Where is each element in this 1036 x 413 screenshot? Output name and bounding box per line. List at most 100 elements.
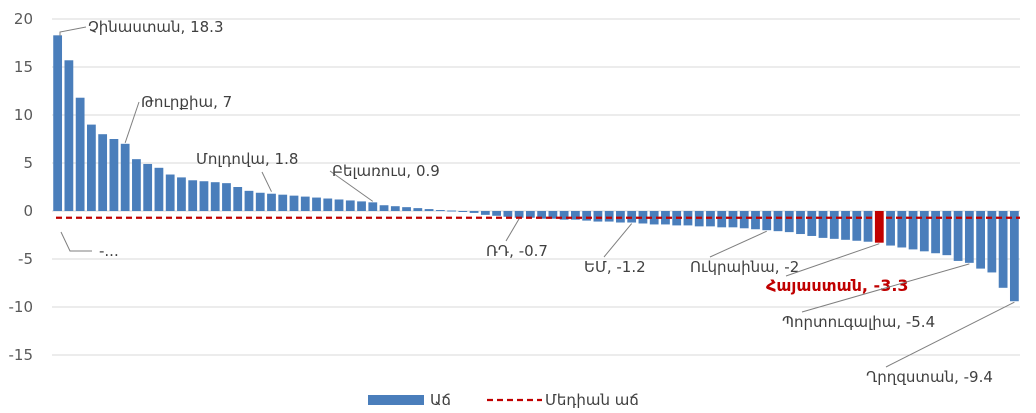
legend: Աճ Մեդիան աճ [368, 391, 639, 409]
bar [413, 208, 423, 211]
bar [593, 211, 603, 222]
bar [976, 211, 985, 269]
annotation-label: ԵՄ, -1.2 [584, 258, 646, 276]
bar [300, 196, 310, 211]
bar [75, 97, 85, 211]
annotation-label-highlight: Հայաստան, -3.3 [766, 276, 909, 295]
bar [964, 211, 974, 263]
bar [582, 211, 592, 221]
annotation-label: Բելառուս, 0.9 [332, 162, 440, 180]
bar [435, 210, 445, 212]
bar [717, 211, 727, 228]
bar [165, 174, 175, 211]
bar [762, 211, 772, 231]
annotation-leader-line [261, 171, 272, 192]
bar [852, 211, 862, 241]
bar [1009, 211, 1019, 302]
legend-label: Աճ [430, 391, 451, 409]
bar [841, 211, 850, 240]
bar [143, 163, 153, 211]
bar [784, 211, 794, 233]
bar [480, 211, 490, 215]
bar [267, 193, 276, 211]
bar [154, 167, 164, 211]
bar [87, 124, 96, 211]
bar [390, 206, 400, 211]
bar [357, 201, 366, 211]
annotation-label: ՌԴ, -0.7 [486, 242, 548, 260]
bar [98, 134, 108, 211]
annotation-label: Պորտուգալիա, -5.4 [782, 313, 935, 331]
bar [942, 211, 952, 256]
bar [312, 197, 321, 211]
bar [244, 190, 254, 211]
bar [120, 143, 130, 211]
bar [525, 211, 535, 218]
y-tick-label: 20 [14, 10, 33, 28]
bar [368, 202, 378, 211]
bar [199, 181, 209, 211]
bar [210, 182, 220, 211]
bar [931, 211, 940, 254]
bar [908, 211, 918, 250]
bar [751, 211, 760, 230]
y-axis-ticks: 20 15 10 5 0 -5 -10 -15 [9, 10, 34, 364]
bar [503, 211, 513, 217]
bar [345, 200, 355, 211]
annotation-label: Ուկրաինա, -2 [690, 258, 799, 276]
bar [649, 211, 659, 225]
annotations: Չինաստան, 18.3 Թուրքիա, 7 Մոլդովա, 1.8 Բելա… [59, 18, 1015, 386]
annotation-leader-line [785, 243, 880, 277]
annotation-label: Մոլդովա, 1.8 [196, 150, 298, 168]
bar [863, 211, 873, 242]
y-tick-label: 15 [14, 58, 33, 76]
bar [64, 60, 74, 211]
bar [773, 211, 783, 232]
bar [796, 211, 805, 235]
bar-highlight [874, 211, 884, 243]
bar-series [53, 35, 1019, 302]
bar [953, 211, 963, 261]
bar [109, 139, 119, 211]
legend-label: Մեդիան աճ [545, 391, 639, 409]
bar [492, 211, 501, 216]
bar [886, 211, 895, 246]
annotation-leader-line [603, 223, 633, 258]
bar [233, 187, 243, 211]
bar [537, 211, 547, 219]
annotation-label: Ղրղզստան, -9.4 [866, 368, 993, 386]
bar [458, 211, 468, 212]
bar [323, 198, 333, 211]
annotation-leader-line [885, 301, 1015, 368]
y-tick-label: -5 [18, 250, 33, 268]
bar [289, 195, 299, 211]
bar [818, 211, 828, 238]
bar [604, 211, 614, 222]
bar [53, 35, 63, 211]
bar [807, 211, 817, 236]
y-tick-label: -15 [9, 346, 34, 364]
bar [987, 211, 997, 273]
bar [469, 211, 479, 213]
bar [379, 205, 389, 211]
legend-swatch-bar [368, 395, 424, 405]
bar [222, 183, 231, 211]
bar [447, 210, 456, 212]
bar [255, 192, 265, 211]
annotation-leader-line [60, 231, 92, 252]
bar [177, 177, 186, 211]
bar [897, 211, 907, 248]
bar [132, 159, 141, 211]
annotation-leader-line [59, 26, 87, 36]
bar [402, 207, 411, 211]
bar [919, 211, 929, 252]
annotation-label: -... [99, 242, 119, 260]
bar [559, 211, 569, 220]
annotation-leader-line [124, 101, 140, 143]
bar [571, 211, 580, 220]
bar [829, 211, 839, 239]
annotation-leader-line [709, 230, 767, 258]
y-tick-label: 5 [23, 154, 33, 172]
bar [661, 211, 670, 225]
